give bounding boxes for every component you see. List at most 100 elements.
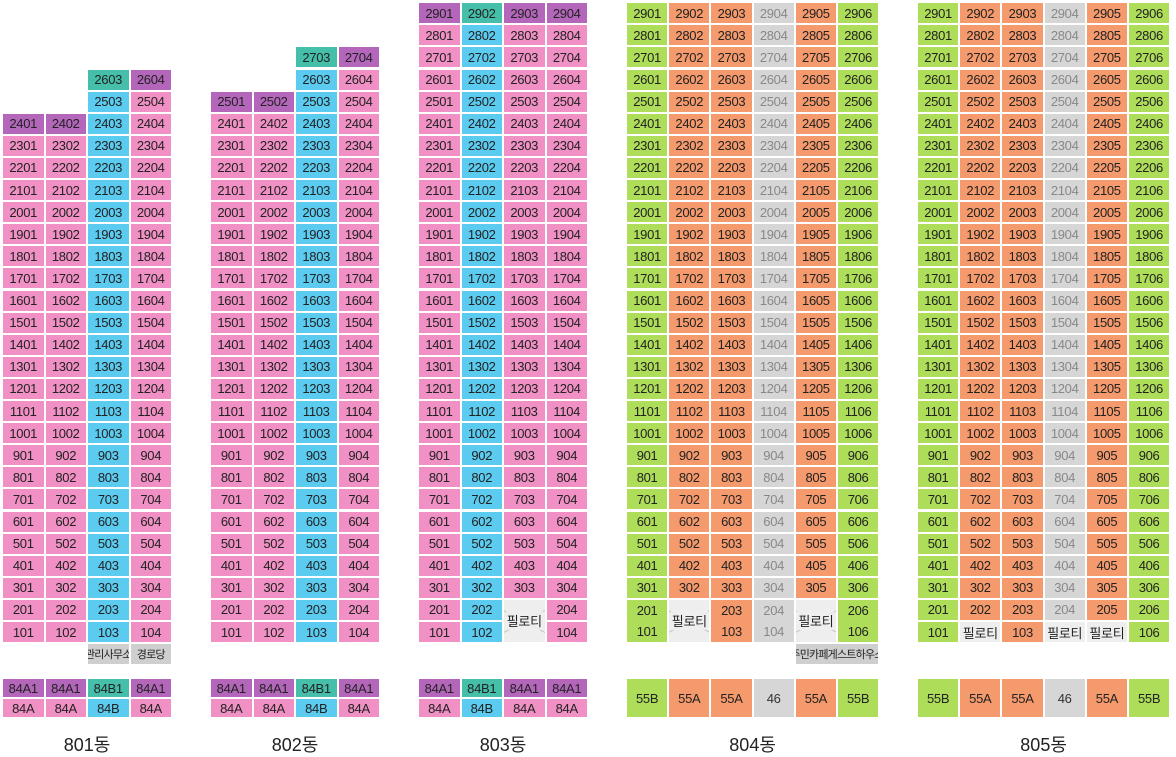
- unit-cell: 1802: [959, 245, 1002, 268]
- unit-cell: 1203: [1001, 377, 1044, 400]
- unit-cell: 1204: [752, 377, 795, 400]
- unit-cell: 502: [44, 532, 87, 555]
- unit-cell: 2904: [752, 2, 795, 25]
- unit-cell: 2303: [295, 134, 338, 157]
- unit-cell: 701: [626, 488, 669, 511]
- unit-cell: 1406: [837, 333, 880, 356]
- unit-cell: 104: [129, 621, 172, 644]
- unit-cell: 2001: [210, 201, 253, 224]
- unit-cell: 502: [668, 532, 711, 555]
- unit-cell: 2803: [710, 24, 753, 47]
- unit-cell: 2303: [87, 134, 130, 157]
- unit-cell: 2506: [1128, 90, 1171, 113]
- unit-cell: 2604: [337, 68, 380, 91]
- unit-cell: 2603: [295, 68, 338, 91]
- unit-cell: 2402: [252, 112, 295, 135]
- unit-cell: 404: [752, 554, 795, 577]
- unit-cell: 1903: [710, 223, 753, 246]
- unit-cell: 1306: [837, 355, 880, 378]
- unit-cell: 2004: [337, 201, 380, 224]
- unit-cell: 304: [752, 576, 795, 599]
- unit-cell: 1403: [295, 333, 338, 356]
- unit-cell: 301: [418, 576, 461, 599]
- unit-cell: 1503: [503, 311, 546, 334]
- unit-cell: 2203: [1001, 156, 1044, 179]
- unit-cell: 1006: [837, 422, 880, 445]
- unit-cell: 2804: [545, 24, 588, 47]
- unit-cell: 1202: [668, 377, 711, 400]
- unit-cell: 1002: [252, 422, 295, 445]
- unit-cell: 2601: [626, 68, 669, 91]
- unit-cell: 2001: [2, 201, 45, 224]
- unit-cell: 404: [545, 554, 588, 577]
- unit-cell: 2102: [44, 179, 87, 202]
- unit-cell: 1202: [252, 377, 295, 400]
- unit-cell: 101: [2, 621, 45, 644]
- unit-cell: 803: [87, 466, 130, 489]
- unit-cell: 1601: [626, 289, 669, 312]
- unit-cell: 1603: [710, 289, 753, 312]
- unit-cell: 705: [1085, 488, 1128, 511]
- unit-cell: 2503: [295, 90, 338, 113]
- unit-cell: 2402: [959, 112, 1002, 135]
- unit-cell: 2505: [794, 90, 837, 113]
- unit-cell: 1001: [418, 422, 461, 445]
- unit-cell: 703: [710, 488, 753, 511]
- unit-cell: 1001: [210, 422, 253, 445]
- unit-cell: 403: [295, 554, 338, 577]
- unit-number: 101: [636, 624, 658, 640]
- unit-cell: 1904: [129, 223, 172, 246]
- unit-cell: 2502: [668, 90, 711, 113]
- unit-cell: 2901: [626, 2, 669, 25]
- unit-cell: 1902: [44, 223, 87, 246]
- unit-cell: 503: [710, 532, 753, 555]
- unit-cell: 2406: [1128, 112, 1171, 135]
- unit-cell: 601: [418, 510, 461, 533]
- unit-cell: 1003: [295, 422, 338, 445]
- unit-cell: 905: [1085, 444, 1128, 467]
- unit-type-bottom: 84A: [2, 698, 45, 718]
- unit-cell: 2801: [626, 24, 669, 47]
- unit-cell: 2302: [44, 134, 87, 157]
- unit-cell: 101: [418, 621, 461, 644]
- unit-cell: 201: [418, 598, 461, 621]
- unit-cell: 1103: [87, 400, 130, 423]
- unit-cell: 2504: [545, 90, 588, 113]
- unit-cell: 401: [418, 554, 461, 577]
- unit-cell: 706: [1128, 488, 1171, 511]
- unit-cell: 1602: [668, 289, 711, 312]
- unit-cell: 301: [2, 576, 45, 599]
- unit-cell: 904: [752, 444, 795, 467]
- unit-cell: 1902: [668, 223, 711, 246]
- unit-cell: 602: [668, 510, 711, 533]
- unit-cell: 2402: [44, 112, 87, 135]
- unit-cell: 2305: [1085, 134, 1128, 157]
- unit-cell: 901: [917, 444, 960, 467]
- unit-cell: 2505: [1085, 90, 1128, 113]
- unit-cell: 1304: [1043, 355, 1086, 378]
- unit-cell: 1503: [710, 311, 753, 334]
- unit-cell: 2502: [460, 90, 503, 113]
- unit-cell: 1402: [44, 333, 87, 356]
- unit-cell: 1803: [295, 245, 338, 268]
- unit-cell: 1806: [1128, 245, 1171, 268]
- unit-cell: 2801: [418, 24, 461, 47]
- unit-cell: 1801: [2, 245, 45, 268]
- unit-cell: 1901: [2, 223, 45, 246]
- unit-cell: 902: [959, 444, 1002, 467]
- unit-cell: 1106: [837, 400, 880, 423]
- unit-cell: 1901: [210, 223, 253, 246]
- unit-cell: 301: [210, 576, 253, 599]
- unit-cell: 1801: [626, 245, 669, 268]
- unit-cell: 1803: [710, 245, 753, 268]
- unit-type-top: 84B1: [295, 678, 338, 698]
- unit-cell: 1002: [959, 422, 1002, 445]
- unit-cell: 905: [794, 444, 837, 467]
- unit-cell: 2603: [87, 68, 130, 91]
- unit-cell: 1703: [295, 267, 338, 290]
- unit-cell: 2706: [1128, 46, 1171, 69]
- unit-cell: 1301: [626, 355, 669, 378]
- unit-cell: 1501: [2, 311, 45, 334]
- unit-type: 46: [1043, 678, 1086, 718]
- unit-cell: 2103: [503, 179, 546, 202]
